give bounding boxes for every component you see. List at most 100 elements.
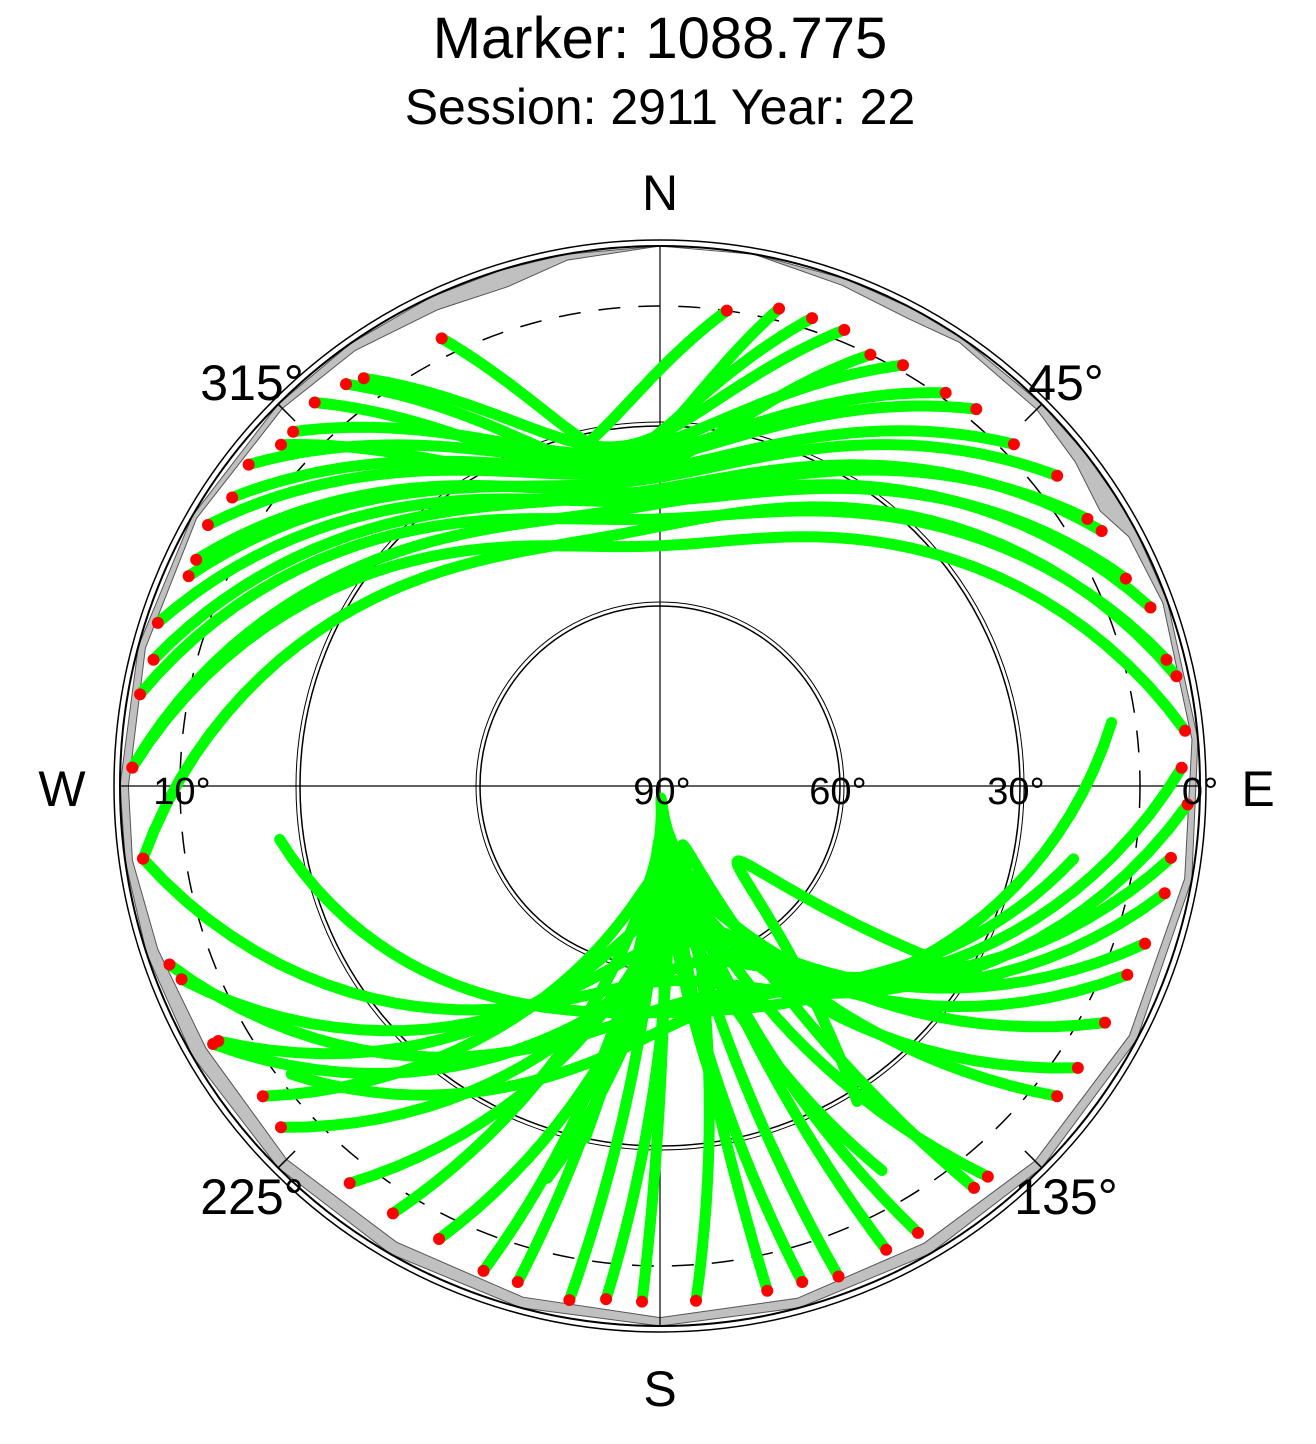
low-elevation-point-2-start <box>806 312 819 325</box>
satellite-track-23 <box>275 920 1151 1133</box>
low-elevation-point-11-start <box>1158 887 1171 900</box>
low-elevation-point-33-start <box>435 332 448 345</box>
low-elevation-point-20-end <box>796 1276 809 1289</box>
elevation-label-10: 10° <box>153 771 210 813</box>
low-elevation-point-4-start <box>939 386 952 399</box>
low-elevation-point-26-start <box>137 852 150 865</box>
low-elevation-points <box>126 302 1194 1308</box>
low-elevation-point-11-end <box>175 973 188 986</box>
east-label: E <box>1241 761 1274 817</box>
low-elevation-point-30-end <box>970 403 983 416</box>
low-elevation-point-3-start <box>864 348 877 361</box>
elevation-label-60: 60° <box>809 771 866 813</box>
chart-subtitle: Session: 2911 Year: 22 <box>405 79 916 135</box>
low-elevation-point-25-end <box>1175 761 1188 774</box>
low-elevation-point-14-end <box>386 1207 399 1220</box>
north-label: N <box>642 165 678 221</box>
low-elevation-point-24-end <box>1164 851 1177 864</box>
low-elevation-point-8-end <box>134 688 147 701</box>
low-elevation-point-9-start <box>1179 724 1192 737</box>
low-elevation-point-5-start <box>1007 438 1020 451</box>
low-elevation-point-13-start <box>1071 1061 1084 1074</box>
satellite-track-33 <box>436 303 785 461</box>
low-elevation-point-31-end <box>897 359 909 372</box>
low-elevation-point-19-end <box>880 1243 893 1256</box>
low-elevation-point-27-end <box>1144 601 1157 614</box>
satellite-track-38 <box>274 717 1118 1019</box>
low-elevation-point-2-end <box>308 396 321 409</box>
low-elevation-point-8-start <box>1160 653 1173 666</box>
azimuth-tick-45 <box>1024 403 1043 422</box>
low-elevation-point-7-start <box>1119 572 1132 585</box>
low-elevation-point-15-end <box>477 1264 490 1277</box>
west-label: W <box>38 761 86 817</box>
satellite-track-28 <box>148 459 1108 666</box>
satellite-track-21 <box>433 862 1063 1245</box>
low-elevation-point-16-end <box>563 1294 576 1307</box>
low-elevation-point-21-start <box>433 1232 446 1245</box>
satellite-tracks <box>126 303 1194 1308</box>
low-elevation-point-19-start <box>600 1293 613 1306</box>
low-elevation-point-13-end <box>256 1090 269 1103</box>
outer-ring <box>113 239 1207 1333</box>
satellite-track-9 <box>126 531 1191 774</box>
low-elevation-point-27-start <box>126 761 139 774</box>
low-elevation-point-28-start <box>147 653 160 666</box>
low-elevation-point-30-start <box>226 491 239 504</box>
low-elevation-point-26-end <box>1170 670 1183 683</box>
chart-title: Marker: 1088.775 <box>433 6 888 71</box>
elevation-label-30: 30° <box>987 771 1044 813</box>
satellite-track-27 <box>126 479 1156 774</box>
azimuth-label-135: 135° <box>1014 1169 1117 1225</box>
low-elevation-point-21-end <box>1051 1090 1064 1103</box>
elevation-label-0: 0° <box>1182 771 1218 813</box>
low-elevation-point-12-start <box>1121 968 1134 981</box>
low-elevation-point-1-end <box>274 438 287 451</box>
satellite-track-30 <box>226 400 982 503</box>
low-elevation-point-7-end <box>151 616 164 629</box>
satellite-track-5 <box>202 425 1020 531</box>
satellite-track-25 <box>164 762 1188 1063</box>
azimuth-tick-315 <box>277 403 296 422</box>
low-elevation-point-20-start <box>511 1276 524 1289</box>
azimuth-label-45: 45° <box>1028 355 1104 411</box>
low-elevation-point-14-start <box>981 1170 994 1183</box>
satellite-track-16 <box>563 792 844 1306</box>
azimuth-tick-225 <box>277 1150 296 1169</box>
low-elevation-point-31-start <box>287 425 300 438</box>
azimuth-label-315: 315° <box>200 355 303 411</box>
elevation-label-90: 90° <box>633 771 690 813</box>
low-elevation-point-4-end <box>242 458 255 471</box>
satellite-track-36 <box>579 833 718 1144</box>
low-elevation-point-15-start <box>912 1226 924 1239</box>
axis-labels: N S W E 45° 135° 225° 315° 90° 60° 30° 0… <box>38 165 1274 1417</box>
low-elevation-point-18-end <box>967 1181 980 1194</box>
low-elevation-point-33-end <box>773 302 786 315</box>
satellite-track-32 <box>358 324 850 453</box>
low-elevation-point-32-start <box>357 372 370 385</box>
low-elevation-point-23-end <box>1139 937 1152 950</box>
low-elevation-point-23-start <box>274 1121 287 1134</box>
low-elevation-point-28-end <box>1095 525 1108 537</box>
low-elevation-point-16-start <box>832 1270 845 1283</box>
low-elevation-point-17-start <box>761 1284 774 1297</box>
low-elevation-point-10-start <box>1181 798 1194 811</box>
low-elevation-point-22-end <box>1099 1016 1112 1029</box>
low-elevation-point-25-start <box>163 958 176 971</box>
low-elevation-point-32-end <box>838 323 851 336</box>
low-elevation-point-1-start <box>720 304 733 317</box>
satellite-track-37 <box>731 855 1009 1107</box>
low-elevation-point-18-start <box>689 1294 702 1307</box>
low-elevation-point-5-end <box>201 519 214 531</box>
low-elevation-point-6-end <box>190 553 203 566</box>
azimuth-tick-135 <box>1024 1150 1043 1169</box>
low-elevation-point-3-end <box>340 378 353 391</box>
azimuth-label-225: 225° <box>200 1169 303 1225</box>
south-label: S <box>643 1361 676 1417</box>
low-elevation-point-29-start <box>182 570 195 583</box>
low-elevation-point-29-end <box>1051 469 1064 482</box>
low-elevation-point-24-start <box>207 1038 220 1050</box>
low-elevation-point-6-start <box>1081 512 1094 525</box>
low-elevation-point-17-end <box>635 1295 648 1308</box>
